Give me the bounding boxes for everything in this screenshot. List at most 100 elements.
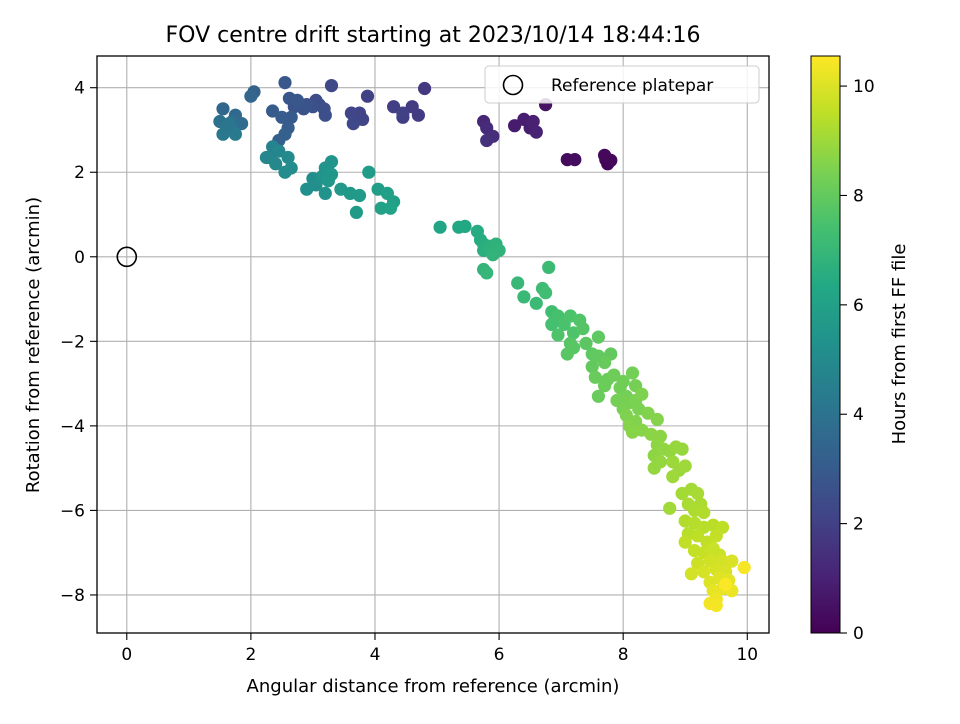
data-point bbox=[725, 554, 739, 568]
y-tick-label: −6 bbox=[60, 501, 85, 521]
grid-lines bbox=[97, 56, 769, 633]
data-point bbox=[411, 108, 425, 122]
scatter-points bbox=[213, 76, 751, 613]
data-point bbox=[684, 567, 699, 581]
data-point bbox=[387, 100, 401, 114]
data-point bbox=[300, 182, 314, 196]
data-point bbox=[362, 165, 376, 179]
data-point bbox=[529, 125, 543, 139]
data-point bbox=[697, 565, 711, 579]
data-point bbox=[418, 81, 432, 96]
data-point bbox=[678, 535, 692, 549]
data-point bbox=[591, 389, 606, 403]
colorbar: 0 2 4 6 8 10 Hours from first FF file bbox=[810, 55, 910, 644]
data-point bbox=[625, 366, 640, 380]
data-point bbox=[222, 117, 236, 131]
data-point bbox=[216, 127, 230, 141]
y-tick-label: 4 bbox=[74, 79, 85, 99]
data-point bbox=[641, 406, 655, 420]
data-point bbox=[318, 186, 332, 200]
data-point bbox=[576, 322, 590, 336]
x-tick-label: 2 bbox=[245, 645, 256, 665]
colorbar-tick-label: 8 bbox=[853, 186, 864, 206]
data-point bbox=[650, 412, 664, 427]
legend-marker-icon bbox=[502, 74, 524, 96]
data-point bbox=[542, 260, 556, 274]
data-point bbox=[507, 119, 522, 133]
colorbar-ticks: 0 2 4 6 8 10 bbox=[840, 77, 875, 644]
data-point bbox=[709, 529, 723, 543]
data-point bbox=[396, 106, 410, 120]
data-point bbox=[663, 501, 677, 515]
colorbar-tick-label: 0 bbox=[853, 624, 864, 644]
legend-entry-reference: Reference platepar bbox=[551, 76, 713, 96]
data-point bbox=[598, 355, 612, 370]
data-point bbox=[321, 174, 335, 188]
legend-box bbox=[484, 65, 760, 104]
colorbar-gradient bbox=[810, 55, 841, 634]
data-point bbox=[346, 117, 360, 131]
data-point bbox=[486, 248, 500, 262]
data-point bbox=[616, 374, 630, 389]
data-point bbox=[433, 220, 447, 234]
plot-frame bbox=[96, 55, 770, 634]
y-axis-ticks: −8 −6 −4 −2 0 2 4 bbox=[60, 79, 97, 606]
data-point bbox=[284, 110, 298, 124]
data-point bbox=[480, 133, 494, 148]
data-point bbox=[635, 387, 649, 401]
data-point bbox=[579, 336, 593, 350]
data-point bbox=[352, 188, 367, 203]
data-point bbox=[709, 598, 723, 613]
data-point bbox=[647, 461, 661, 475]
data-point bbox=[598, 379, 612, 393]
data-point bbox=[526, 114, 540, 129]
data-point bbox=[568, 153, 582, 167]
data-point bbox=[216, 102, 230, 116]
data-point bbox=[275, 110, 289, 124]
x-tick-label: 8 bbox=[618, 645, 629, 665]
data-point bbox=[290, 93, 304, 107]
y-axis-label: Rotation from reference (arcmin) bbox=[23, 197, 44, 493]
data-point bbox=[228, 127, 242, 141]
data-point bbox=[266, 104, 280, 118]
data-point bbox=[529, 296, 543, 310]
data-point bbox=[318, 108, 332, 122]
data-point bbox=[324, 155, 339, 169]
x-axis-label: Angular distance from reference (arcmin) bbox=[247, 676, 620, 697]
data-point bbox=[374, 201, 388, 215]
x-axis-ticks: 0 2 4 6 8 10 bbox=[121, 633, 758, 665]
data-point bbox=[619, 408, 633, 422]
data-point bbox=[719, 577, 733, 592]
data-point bbox=[607, 368, 621, 382]
y-tick-label: −2 bbox=[60, 332, 85, 352]
data-point bbox=[675, 442, 689, 456]
data-point bbox=[278, 76, 292, 90]
data-point bbox=[269, 157, 283, 171]
colorbar-label: Hours from first FF file bbox=[889, 244, 910, 445]
data-point bbox=[598, 148, 612, 162]
data-point bbox=[691, 529, 705, 543]
data-point bbox=[284, 161, 298, 175]
data-point bbox=[566, 341, 581, 355]
data-point bbox=[585, 360, 599, 374]
data-point bbox=[539, 286, 553, 300]
data-point bbox=[360, 89, 375, 103]
chart-title: FOV centre drift starting at 2023/10/14 … bbox=[166, 23, 701, 48]
data-point bbox=[691, 486, 705, 501]
data-point bbox=[517, 290, 531, 304]
x-tick-label: 6 bbox=[494, 645, 505, 665]
data-point bbox=[259, 150, 273, 165]
data-point bbox=[383, 201, 398, 215]
x-tick-label: 0 bbox=[121, 645, 132, 665]
y-tick-label: 0 bbox=[74, 248, 85, 268]
data-point bbox=[551, 328, 565, 342]
data-point bbox=[480, 266, 494, 280]
colorbar-tick-label: 4 bbox=[853, 405, 864, 425]
data-point bbox=[511, 276, 525, 290]
colorbar-tick-label: 6 bbox=[853, 296, 864, 316]
data-point bbox=[272, 144, 286, 158]
data-point bbox=[324, 79, 339, 93]
data-point bbox=[458, 219, 472, 233]
data-point bbox=[244, 89, 258, 103]
